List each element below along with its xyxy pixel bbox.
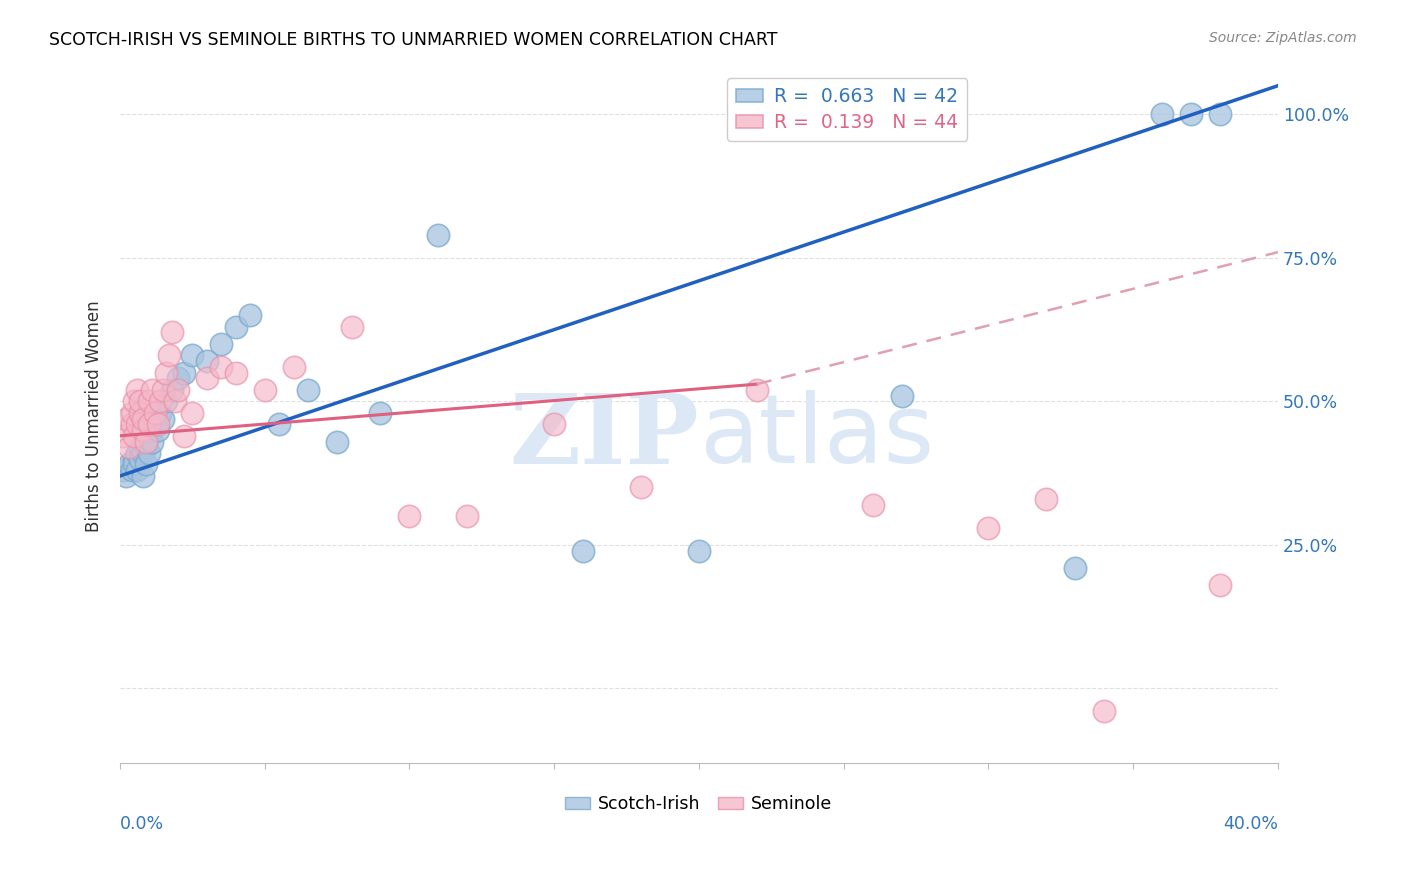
Point: [181, 348, 204, 362]
Point: [124, 458, 146, 472]
Point: [1064, 561, 1087, 575]
Point: [398, 509, 420, 524]
Point: [138, 417, 160, 432]
Point: [1035, 491, 1057, 506]
Point: [688, 543, 710, 558]
Point: [543, 417, 565, 432]
Point: [146, 417, 169, 432]
Point: [141, 434, 163, 449]
Text: 0.0%: 0.0%: [120, 815, 165, 833]
Point: [129, 451, 152, 466]
Point: [124, 394, 146, 409]
Point: [149, 406, 172, 420]
Point: [160, 383, 183, 397]
Point: [118, 440, 141, 454]
Point: [121, 406, 143, 420]
Point: [132, 423, 155, 437]
Point: [630, 480, 652, 494]
Point: [129, 440, 152, 454]
Point: [111, 463, 134, 477]
Point: [138, 394, 160, 409]
Point: [149, 394, 172, 409]
Point: [155, 394, 177, 409]
Point: [1180, 107, 1202, 121]
Point: [121, 463, 143, 477]
Point: [890, 389, 912, 403]
Point: [160, 326, 183, 340]
Point: [1150, 107, 1173, 121]
Text: atlas: atlas: [699, 390, 934, 483]
Point: [114, 469, 136, 483]
Point: [269, 417, 291, 432]
Point: [977, 520, 1000, 534]
Point: [138, 429, 160, 443]
Point: [124, 451, 146, 466]
Point: [167, 383, 190, 397]
Point: [146, 423, 169, 437]
Point: [225, 366, 247, 380]
Point: [456, 509, 478, 524]
Point: [209, 359, 232, 374]
Point: [141, 383, 163, 397]
Point: [1209, 107, 1232, 121]
Point: [129, 394, 152, 409]
Point: [129, 406, 152, 420]
Point: [181, 406, 204, 420]
Point: [167, 371, 190, 385]
Point: [163, 394, 186, 409]
Point: [132, 469, 155, 483]
Point: [745, 383, 768, 397]
Point: [370, 406, 392, 420]
Text: SCOTCH-IRISH VS SEMINOLE BIRTHS TO UNMARRIED WOMEN CORRELATION CHART: SCOTCH-IRISH VS SEMINOLE BIRTHS TO UNMAR…: [49, 31, 778, 49]
Point: [195, 354, 218, 368]
Point: [209, 337, 232, 351]
Point: [127, 417, 149, 432]
Y-axis label: Births to Unmarried Women: Births to Unmarried Women: [86, 300, 103, 532]
Point: [135, 458, 157, 472]
Point: [427, 227, 450, 242]
Point: [195, 371, 218, 385]
Point: [121, 417, 143, 432]
Point: [173, 429, 195, 443]
Point: [135, 440, 157, 454]
Text: 40.0%: 40.0%: [1223, 815, 1278, 833]
Point: [138, 446, 160, 460]
Point: [152, 383, 174, 397]
Point: [862, 498, 884, 512]
Point: [132, 446, 155, 460]
Point: [135, 434, 157, 449]
Point: [152, 411, 174, 425]
Point: [283, 359, 305, 374]
Point: [326, 434, 349, 449]
Point: [253, 383, 276, 397]
Point: [1092, 704, 1115, 718]
Point: [155, 366, 177, 380]
Point: [127, 383, 149, 397]
Point: [1209, 578, 1232, 592]
Point: [114, 411, 136, 425]
Point: [297, 383, 319, 397]
Point: [118, 458, 141, 472]
Point: [143, 406, 166, 420]
Point: [127, 463, 149, 477]
Point: [111, 429, 134, 443]
Point: [572, 543, 595, 558]
Point: [239, 308, 262, 322]
Text: ZIP: ZIP: [509, 390, 699, 483]
Point: [225, 319, 247, 334]
Legend: Scotch-Irish, Seminole: Scotch-Irish, Seminole: [558, 789, 839, 820]
Point: [143, 417, 166, 432]
Point: [124, 429, 146, 443]
Point: [157, 348, 180, 362]
Text: Source: ZipAtlas.com: Source: ZipAtlas.com: [1209, 31, 1357, 45]
Point: [132, 411, 155, 425]
Point: [173, 366, 195, 380]
Point: [127, 446, 149, 460]
Point: [340, 319, 363, 334]
